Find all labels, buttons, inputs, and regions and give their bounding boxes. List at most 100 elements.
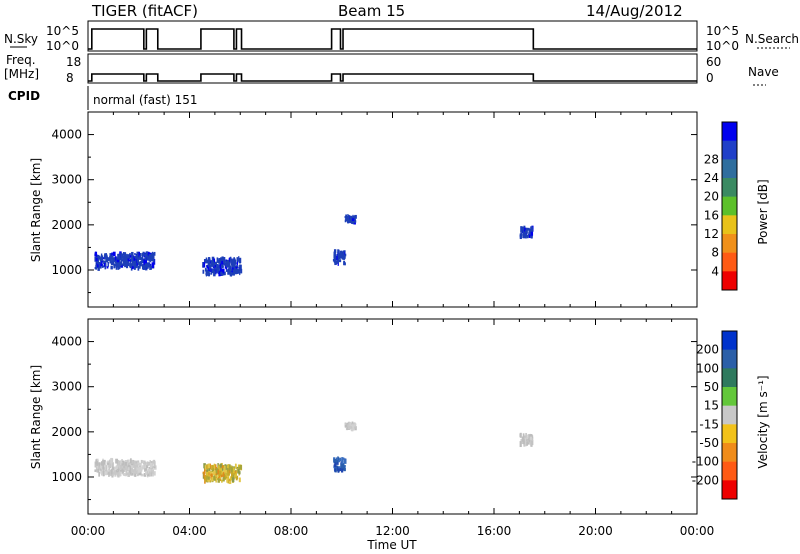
velocity-echo-point: [527, 441, 530, 445]
power-colorbar-swatch: [722, 178, 737, 197]
velocity-echo-point: [231, 477, 235, 483]
power-echo-point: [525, 229, 528, 233]
velocity-echo-point: [143, 461, 147, 465]
velocity-echo-point: [217, 469, 220, 475]
power-echo-point: [213, 265, 216, 268]
velocity-echo-point: [144, 465, 147, 469]
velocity-echo-point: [108, 472, 110, 477]
velocity-echo-point: [230, 466, 233, 473]
velocity-echo-point: [108, 461, 111, 466]
power-echo-point: [525, 228, 528, 231]
velocity-echo-point: [118, 460, 121, 466]
power-echo-point: [225, 259, 227, 262]
power-echo-point: [338, 259, 342, 263]
power-echo-point: [228, 265, 232, 270]
power-colorbar-swatch: [722, 122, 737, 141]
velocity-echo-point: [129, 465, 131, 471]
velocity-ytick-label: 2000: [51, 425, 82, 439]
velocity-echo-point: [351, 424, 355, 427]
velocity-echo-point: [519, 441, 522, 448]
velocity-axes: 1000 2000 3000 4000: [51, 318, 698, 514]
power-echo-point: [120, 265, 123, 268]
power-echo-point: [345, 217, 348, 221]
velocity-echo-point: [220, 468, 223, 473]
power-echo-point: [144, 256, 147, 261]
power-echo-point: [210, 268, 213, 273]
power-echo-point: [225, 268, 228, 272]
velocity-echo-point: [126, 466, 128, 471]
power-echo-point: [238, 257, 242, 264]
velocity-echo-point: [526, 441, 528, 446]
velocity-echo-point: [121, 463, 124, 466]
power-echo-point: [137, 262, 141, 265]
velocity-echo-point: [525, 432, 527, 439]
power-echo-point: [228, 266, 230, 269]
velocity-echo-point: [130, 465, 134, 468]
velocity-echo-point: [219, 477, 222, 482]
power-echo-point: [99, 257, 102, 261]
velocity-echo-point: [96, 464, 99, 469]
velocity-echo-point: [119, 464, 122, 470]
power-echo-point: [102, 260, 104, 263]
noise-tick-top-right: 10^5: [706, 24, 739, 38]
velocity-echo-point: [354, 426, 356, 429]
power-echo-point: [111, 252, 113, 256]
velocity-echo-point: [343, 466, 345, 472]
power-echo-point: [527, 227, 530, 231]
x-tick-label: 04:00: [172, 524, 207, 538]
velocity-echo-point: [531, 439, 534, 446]
power-echo-point: [351, 218, 355, 222]
velocity-echo-point: [133, 468, 137, 472]
power-echo-point: [144, 253, 148, 258]
power-echo-point: [219, 263, 221, 269]
velocity-echo-point: [222, 470, 224, 473]
power-echo-point: [119, 256, 122, 261]
velocity-echo-point: [150, 470, 152, 473]
power-echo-point: [123, 251, 125, 256]
power-echo-point: [210, 260, 213, 264]
velocity-colorbar-swatch: [722, 405, 737, 425]
power-echo-point: [139, 265, 141, 269]
power-echo-point: [109, 253, 112, 258]
velocity-echo-point: [205, 475, 208, 480]
x-tick-label: 20:00: [578, 524, 613, 538]
velocity-echo-point: [150, 466, 153, 471]
power-echo-point: [148, 256, 151, 262]
velocity-echo-point: [118, 471, 122, 477]
velocity-echo-point: [104, 464, 106, 470]
power-colorbar-tick: 12: [704, 227, 719, 241]
velocity-echo-point: [111, 471, 114, 477]
velocity-echo-point: [210, 473, 213, 479]
velocity-echo-point: [207, 463, 210, 469]
power-echo-point: [239, 271, 241, 276]
power-echo-point: [123, 252, 127, 258]
power-echo-point: [125, 258, 128, 264]
velocity-echo-point: [152, 465, 155, 469]
power-echo-point: [239, 264, 241, 270]
power-echo-point: [120, 252, 123, 258]
freq-label-line2: [MHz]: [4, 67, 39, 81]
power-echo-point: [333, 253, 336, 256]
x-tick-label: 08:00: [274, 524, 309, 538]
velocity-echo-point: [121, 468, 123, 474]
velocity-echo-point: [239, 464, 242, 470]
velocity-echo-point: [101, 471, 103, 476]
power-echo-point: [220, 271, 223, 275]
velocity-echo-point: [149, 472, 153, 477]
velocity-echo-point: [100, 461, 103, 467]
velocity-echo-point: [235, 472, 237, 477]
power-echo-point: [347, 219, 350, 223]
power-echo-point: [520, 234, 522, 239]
power-colorbar-label: Power [dB]: [756, 179, 770, 244]
velocity-echo-point: [136, 464, 139, 468]
power-echo-point: [233, 267, 236, 270]
velocity-echo-point: [231, 465, 233, 468]
power-echo-point: [233, 262, 236, 266]
velocity-echo-point: [140, 459, 143, 464]
power-echo-point: [137, 265, 140, 271]
velocity-echo-point: [103, 467, 105, 472]
velocity-colorbar-swatch: [722, 480, 737, 500]
velocity-colorbar-swatch: [722, 349, 737, 369]
power-echo-point: [226, 260, 229, 266]
power-echo-point: [337, 249, 340, 254]
